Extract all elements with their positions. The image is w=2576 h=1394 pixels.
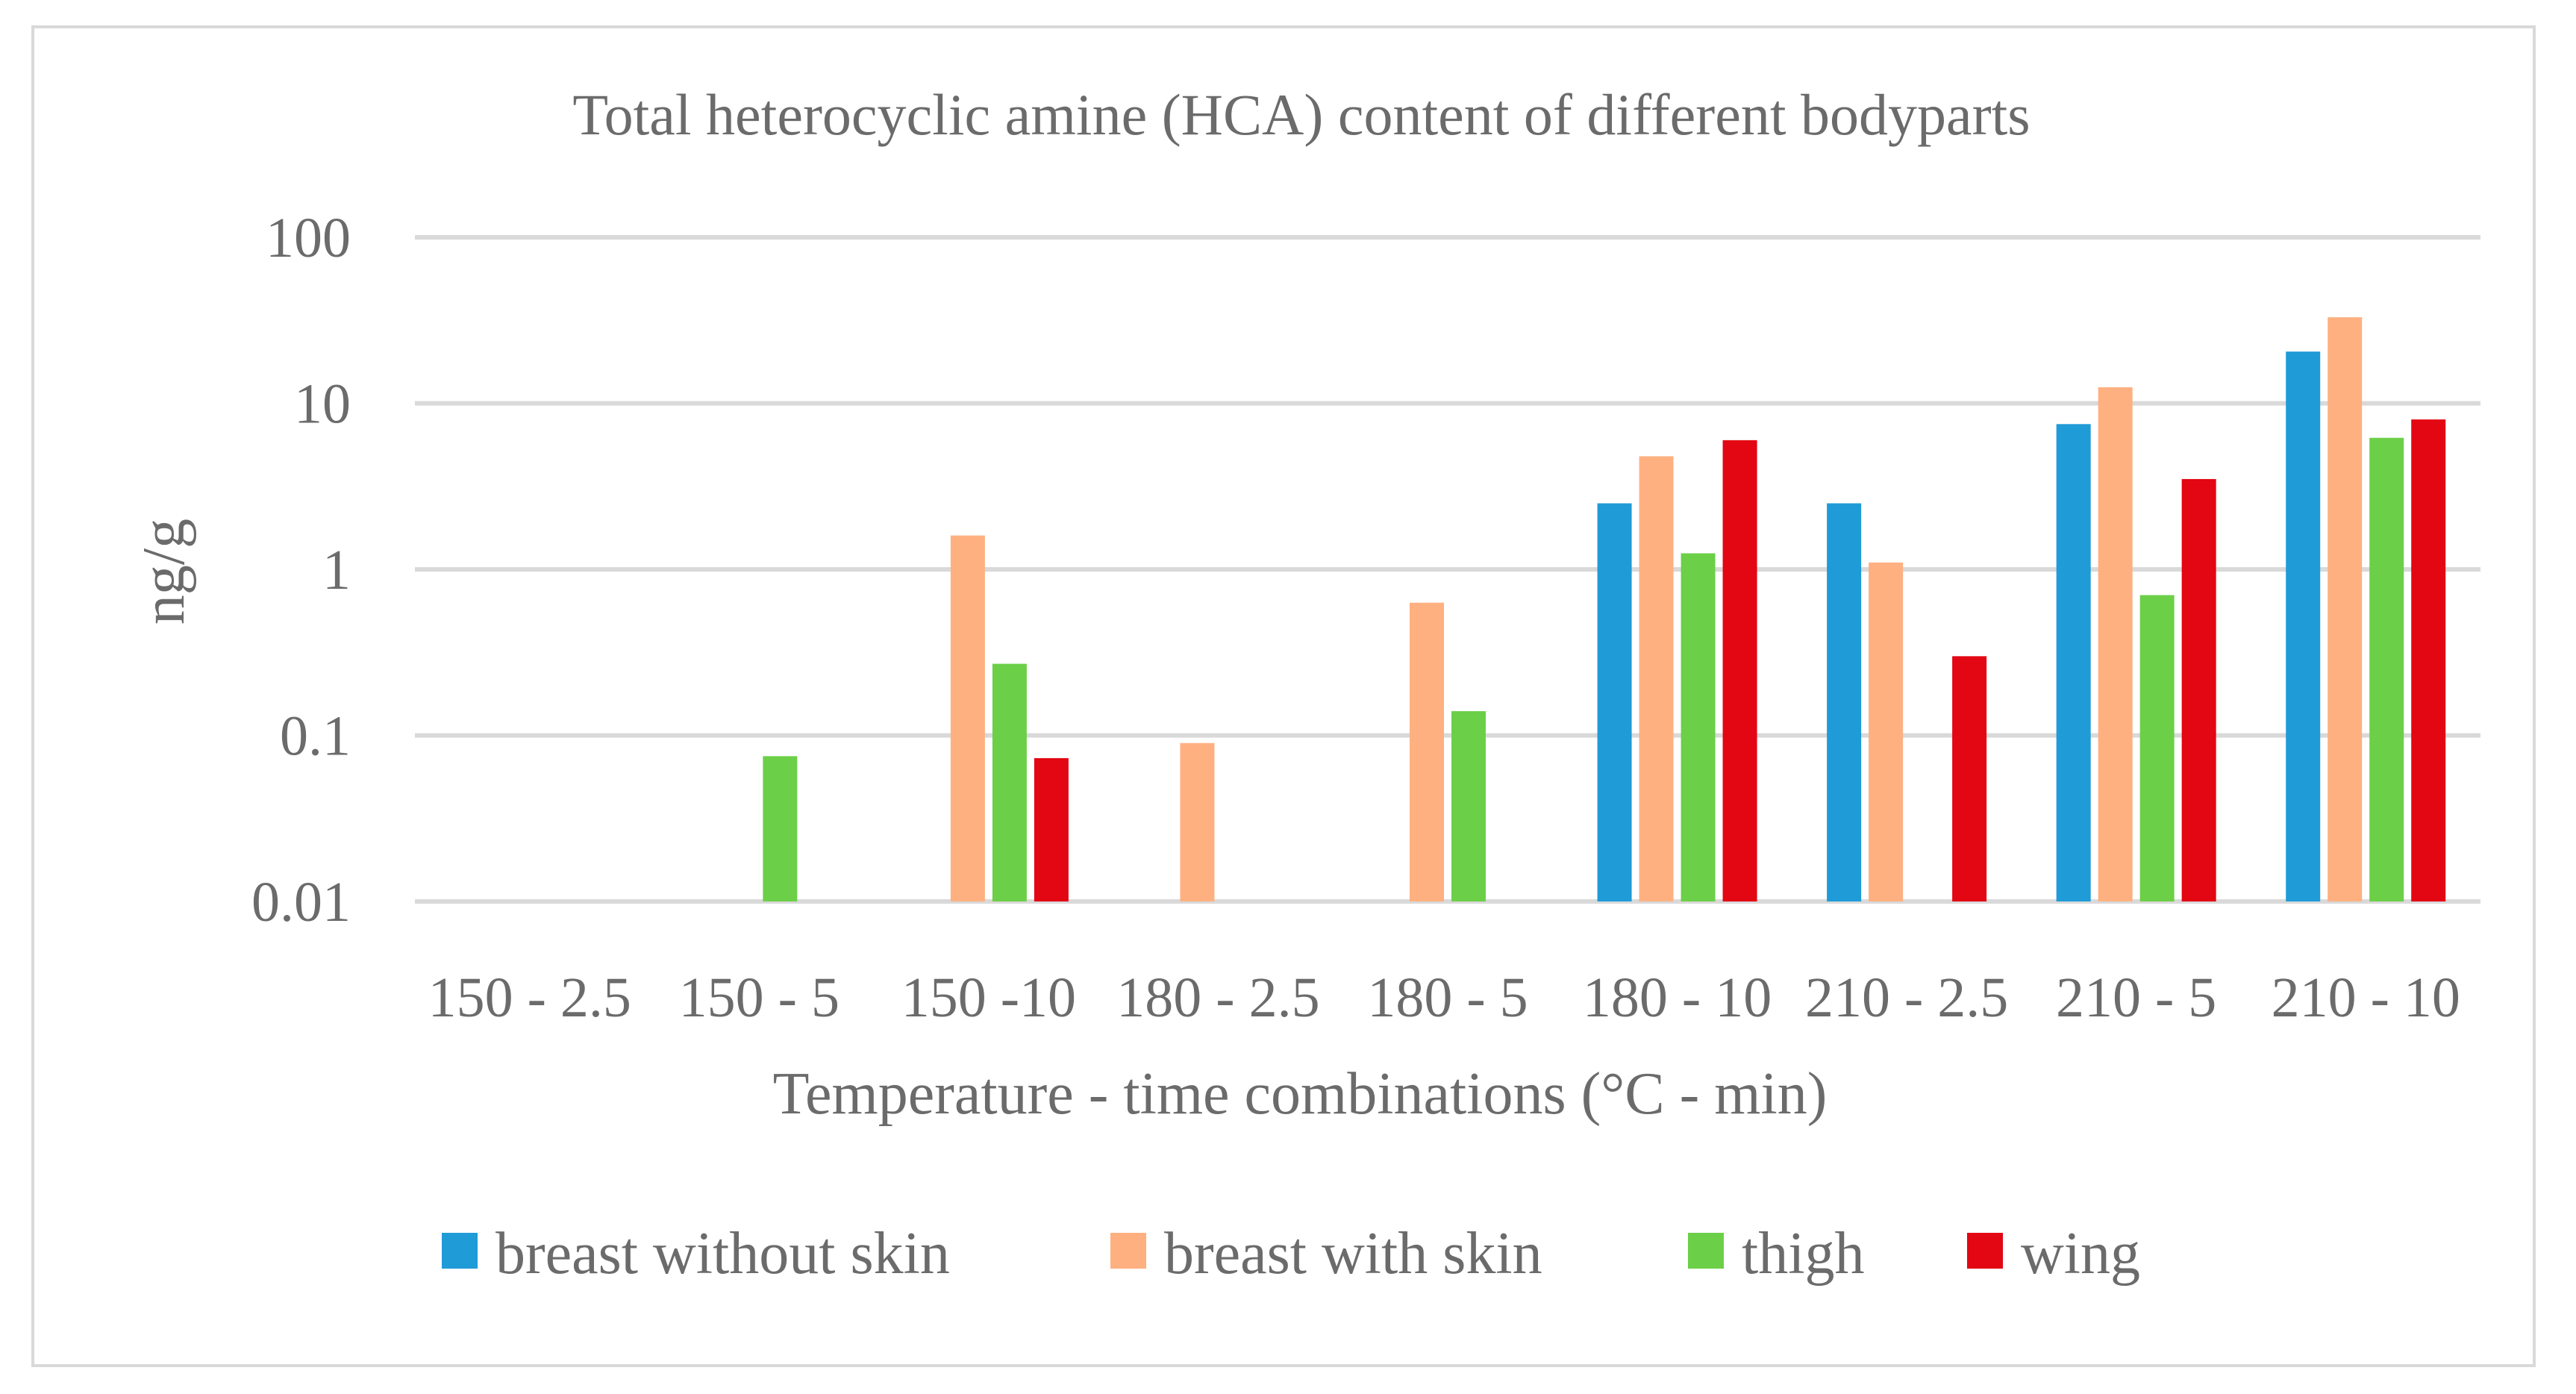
x-tick-label: 150 -10 [901, 966, 1076, 1029]
bar-breast-with-skin-180-5 [1410, 602, 1444, 901]
bar-breast-without-skin-180-10 [1597, 503, 1632, 901]
y-axis-title: ng/g [131, 519, 197, 625]
bar-wing-180-10 [1722, 440, 1757, 901]
legend-label: thigh [1742, 1221, 1864, 1287]
bar-thigh-150-10 [992, 663, 1027, 901]
y-tick-label: 10 [294, 373, 351, 436]
bar-wing-210-2.5 [1952, 656, 1987, 901]
bar-wing-150-10 [1034, 757, 1069, 901]
y-tick-label: 100 [266, 207, 351, 269]
y-tick-label: 0.01 [251, 871, 351, 934]
gridlines [415, 235, 2480, 904]
x-tick-label: 210 - 2.5 [1805, 966, 2008, 1029]
bar-wing-210-5 [2181, 478, 2216, 901]
bars [763, 317, 2446, 902]
y-axis-tick-labels: 0.01 0.1 1 10 100 [251, 207, 351, 934]
legend-label: breast without skin [495, 1221, 950, 1287]
x-axis-tick-labels: 150 - 2.5 150 - 5 150 -10 180 - 2.5 180 - 5 1… [428, 966, 2460, 1029]
bar-thigh-180-10 [1681, 553, 1716, 901]
legend-swatch [1110, 1233, 1146, 1269]
bar-thigh-180-5 [1451, 710, 1486, 901]
x-tick-label: 150 - 2.5 [428, 966, 631, 1029]
x-tick-label: 210 - 5 [2056, 966, 2216, 1029]
x-tick-label: 180 - 10 [1583, 966, 1772, 1029]
bar-breast-without-skin-210-2.5 [1827, 503, 1862, 901]
x-tick-label: 150 - 5 [679, 966, 840, 1029]
legend-label: breast with skin [1164, 1221, 1542, 1287]
x-tick-label: 180 - 2.5 [1116, 966, 1319, 1029]
legend-swatch [1688, 1233, 1724, 1269]
y-tick-label: 0.1 [280, 705, 351, 768]
chart-title: Total heterocyclic amine (HCA) content o… [572, 82, 2030, 147]
bar-breast-with-skin-210-2.5 [1869, 562, 1904, 901]
bar-wing-210-10 [2411, 419, 2446, 901]
bar-breast-without-skin-210-5 [2056, 424, 2091, 901]
legend-swatch [442, 1233, 478, 1269]
legend: breast without skin breast with skin thigh… [442, 1221, 2140, 1287]
bar-thigh-210-5 [2139, 595, 2175, 901]
bar-breast-with-skin-210-10 [2328, 317, 2363, 902]
legend-swatch [1967, 1233, 2003, 1269]
bar-breast-without-skin-210-10 [2286, 351, 2321, 901]
x-tick-label: 180 - 5 [1367, 966, 1528, 1029]
bar-breast-with-skin-180-2.5 [1180, 743, 1215, 901]
bar-breast-with-skin-210-5 [2098, 387, 2133, 901]
x-axis-title: Temperature - time combinations (°C - mi… [773, 1061, 1828, 1127]
x-tick-label: 210 - 10 [2272, 966, 2460, 1029]
bar-breast-with-skin-150-10 [950, 535, 985, 901]
bar-breast-with-skin-180-10 [1639, 456, 1674, 901]
y-tick-label: 1 [322, 539, 351, 601]
bar-thigh-210-10 [2369, 437, 2404, 901]
legend-label: wing [2021, 1221, 2140, 1287]
bar-thigh-150-5 [763, 756, 798, 901]
